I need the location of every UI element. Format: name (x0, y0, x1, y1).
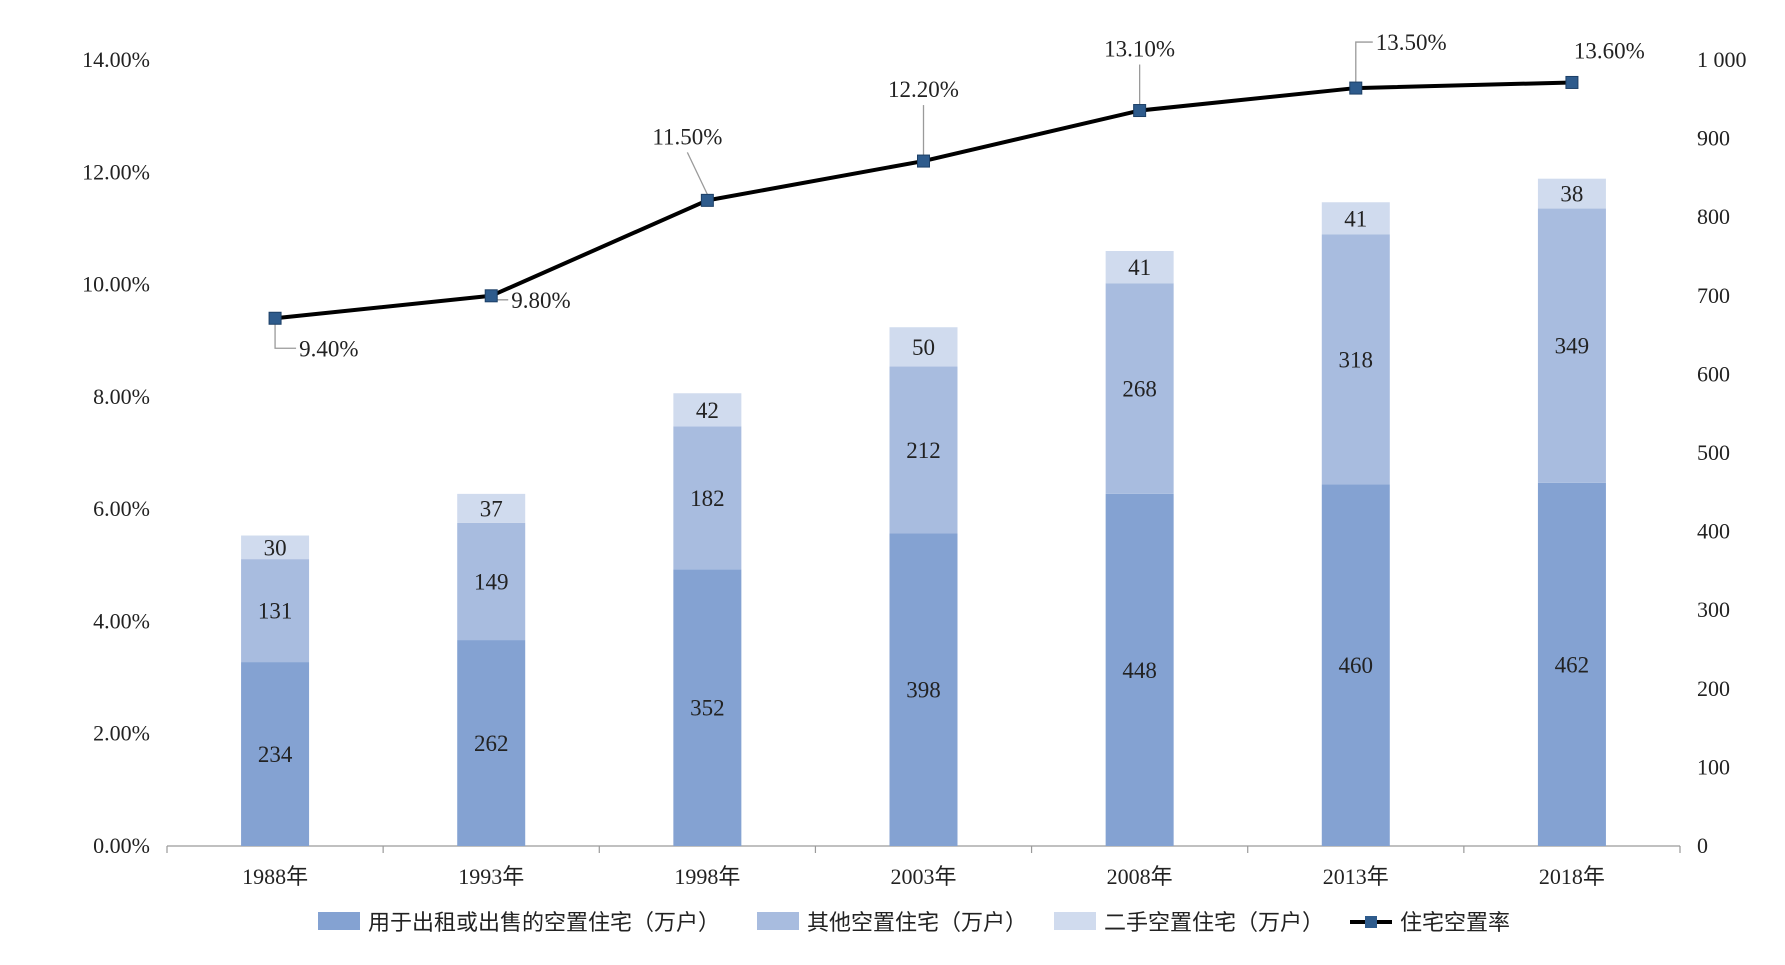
rate-marker (1133, 104, 1147, 118)
y-right-tick-label: 700 (1697, 283, 1730, 308)
bar-value-label: 182 (690, 486, 725, 511)
y-right-tick-label: 200 (1697, 676, 1730, 701)
rate-marker (917, 154, 930, 168)
point-label-leader (274, 323, 297, 349)
bar-value-label: 37 (480, 496, 503, 521)
bar-segment (1105, 283, 1174, 494)
rate-point-label: 9.80% (511, 288, 570, 313)
y-left-tick-label: 6.00% (93, 496, 150, 521)
y-left-tick-label: 8.00% (93, 384, 150, 409)
bar-segment (1537, 208, 1606, 483)
bar-value-label: 234 (258, 742, 293, 767)
bar-value-label: 149 (474, 570, 509, 595)
bar-segment (1537, 178, 1606, 209)
bar-segment (457, 493, 526, 523)
rate-marker (700, 193, 714, 207)
rate-point-label: 13.60% (1574, 38, 1645, 63)
bar-value-label: 262 (474, 731, 509, 756)
y-left-tick-label: 2.00% (93, 721, 150, 746)
bar-value-label: 212 (906, 438, 941, 463)
x-category-label: 2018年 (1539, 864, 1605, 889)
rate-point-label: 11.50% (652, 124, 722, 149)
bar-value-label: 131 (258, 599, 293, 624)
bar-value-label: 460 (1339, 653, 1374, 678)
bar-value-label: 41 (1344, 206, 1367, 231)
legend-swatch (1054, 912, 1096, 930)
bar-segment (1105, 250, 1174, 284)
rate-point-label: 12.20% (888, 77, 959, 102)
bar-value-label: 398 (906, 678, 941, 703)
legend-swatch (318, 912, 360, 930)
y-right-tick-label: 500 (1697, 440, 1730, 465)
legend-swatch (757, 912, 799, 930)
y-left-tick-label: 10.00% (82, 272, 150, 297)
bar-segment (889, 327, 958, 367)
y-right-tick-label: 100 (1697, 754, 1730, 779)
bar-value-label: 50 (912, 335, 935, 360)
x-category-label: 2013年 (1323, 864, 1389, 889)
point-label-leader (686, 152, 708, 195)
legend-label: 住宅空置率 (1400, 911, 1510, 936)
bar-value-label: 352 (690, 696, 725, 721)
rate-marker (268, 311, 282, 325)
bar-segment (1537, 482, 1606, 846)
legend-label: 其他空置住宅（万户） (807, 911, 1027, 936)
bar-segment (889, 533, 958, 846)
y-right-tick-label: 400 (1697, 519, 1730, 544)
point-label-leader (1355, 41, 1373, 83)
legend-label: 二手空置住宅（万户） (1104, 911, 1324, 936)
y-left-tick-label: 0.00% (93, 833, 150, 858)
x-category-label: 2003年 (890, 864, 956, 889)
bar-value-label: 42 (696, 398, 719, 423)
bar-segment (673, 393, 742, 427)
rate-marker (1565, 75, 1579, 89)
legend-marker-swatch (1365, 916, 1377, 928)
y-right-tick-label: 0 (1697, 833, 1708, 858)
bar-segment (457, 522, 526, 641)
bar-segment (1321, 202, 1390, 235)
rate-marker (1349, 81, 1363, 95)
rate-point-label: 9.40% (299, 336, 358, 361)
bar-segment (241, 662, 310, 846)
bar-segment (241, 559, 310, 663)
y-right-tick-label: 600 (1697, 361, 1730, 386)
bar-segment (241, 535, 310, 560)
y-left-tick-label: 4.00% (93, 608, 150, 633)
y-left-tick-label: 14.00% (82, 47, 150, 72)
bar-value-label: 448 (1122, 658, 1157, 683)
bar-segment (457, 640, 526, 846)
bar-value-label: 268 (1122, 377, 1157, 402)
rate-point-label: 13.50% (1376, 30, 1447, 55)
rate-marker (484, 289, 498, 303)
x-category-label: 1993年 (458, 864, 524, 889)
legend-label: 用于出租或出售的空置住宅（万户） (368, 911, 720, 936)
rate-point-label: 13.10% (1104, 37, 1175, 62)
bar-value-label: 318 (1339, 347, 1374, 372)
bar-value-label: 41 (1128, 255, 1151, 280)
bar-value-label: 30 (264, 535, 287, 560)
bar-value-label: 462 (1555, 652, 1590, 677)
bar-value-label: 349 (1555, 334, 1590, 359)
y-right-tick-label: 1 000 (1697, 47, 1747, 72)
x-category-label: 1988年 (242, 864, 308, 889)
bar-segment (673, 569, 742, 846)
y-right-tick-label: 300 (1697, 597, 1730, 622)
y-left-tick-label: 12.00% (82, 159, 150, 184)
bar-segment (1321, 234, 1390, 485)
bar-segment (1321, 484, 1390, 846)
bar-segment (673, 426, 742, 570)
x-category-label: 1998年 (674, 864, 740, 889)
y-right-tick-label: 800 (1697, 204, 1730, 229)
bar-segment (1105, 493, 1174, 846)
bar-segment (889, 366, 958, 534)
y-right-tick-label: 900 (1697, 126, 1730, 151)
bar-value-label: 38 (1560, 182, 1583, 207)
x-category-label: 2008年 (1107, 864, 1173, 889)
